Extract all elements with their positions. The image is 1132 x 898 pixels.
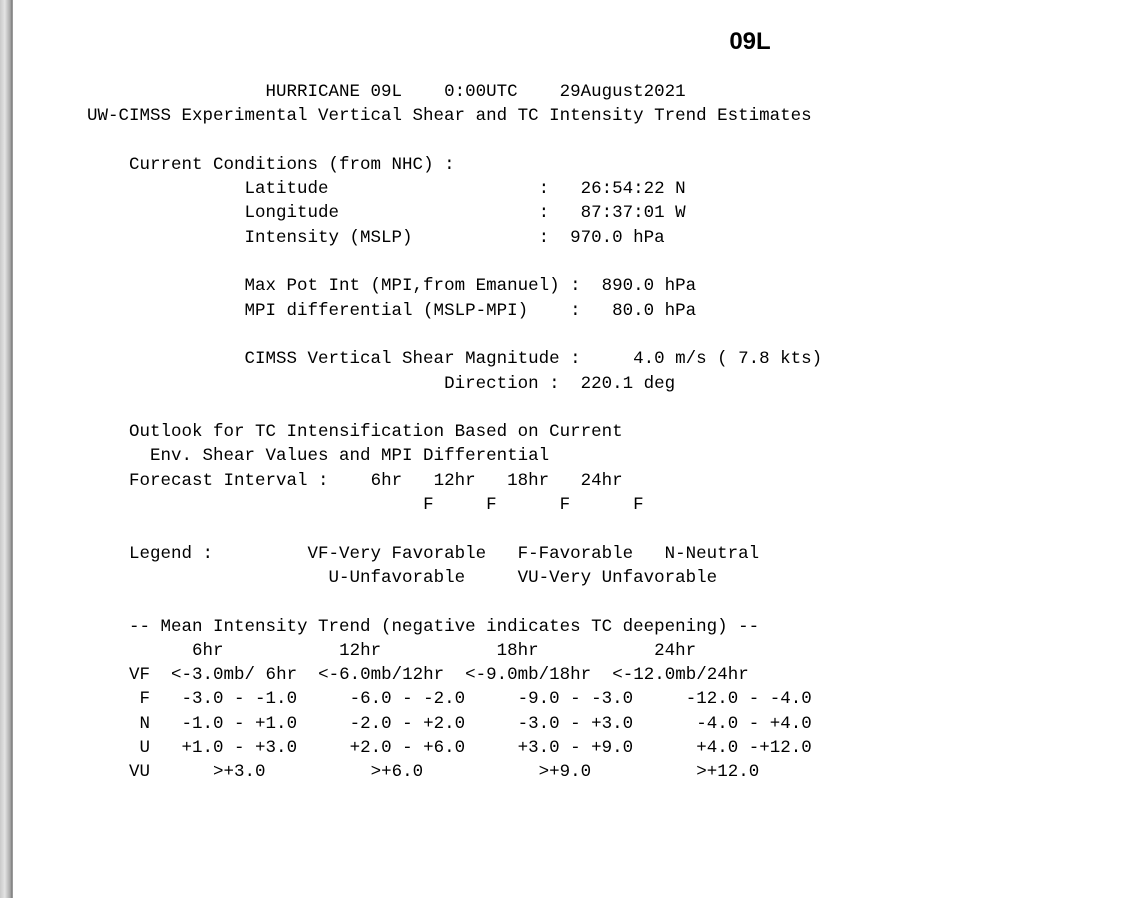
trend-row-u-category: U — [139, 738, 151, 759]
report-time: 0:00UTC — [444, 82, 518, 102]
trend-cell: -2.0 - +2.0 — [349, 713, 466, 734]
rating-24hr: F — [633, 495, 644, 516]
trend-cell: -6.0 - -2.0 — [349, 689, 466, 710]
trend-cell: <-9.0mb/18hr — [465, 665, 592, 686]
trend-cell: >+3.0 — [213, 762, 266, 783]
trend-cell: +3.0 - +9.0 — [517, 738, 634, 759]
shear-label: CIMSS Vertical Shear Magnitude — [244, 349, 560, 370]
report-subtitle: UW-CIMSS Experimental Vertical Shear and… — [87, 106, 812, 127]
legend-u: U-Unfavorable — [328, 567, 466, 588]
conditions-header: Current Conditions (from NHC) : — [129, 154, 455, 175]
trend-col-18hr: 18hr — [496, 640, 539, 661]
latitude-value: 26:54:22 N — [580, 179, 686, 200]
outlook-line2: Env. Shear Values and MPI Differential — [150, 446, 550, 467]
legend-label: Legend : — [129, 543, 214, 564]
forecast-interval-label: Forecast Interval : — [129, 470, 329, 491]
window-frame-edge — [12, 0, 13, 898]
trend-cell: +4.0 -+12.0 — [696, 738, 812, 759]
longitude-label: Longitude — [244, 203, 340, 224]
direction-label: Direction — [444, 373, 539, 394]
interval-18hr: 18hr — [507, 470, 550, 491]
mpi-value: 890.0 hPa — [601, 276, 697, 297]
legend-n: N-Neutral — [664, 543, 760, 564]
trend-header: -- Mean Intensity Trend (negative indica… — [129, 616, 760, 637]
trend-cell: -9.0 - -3.0 — [517, 689, 634, 710]
mpi-label: Max Pot Int (MPI,from Emanuel) — [244, 276, 560, 297]
window-left-frame — [0, 0, 12, 898]
mpi-diff-label: MPI differential (MSLP-MPI) — [244, 300, 529, 321]
intensity-label: Intensity (MSLP) — [244, 227, 413, 248]
report-text: HURRICANE 09L 0:00UTC 29August2021 UW-CI… — [87, 82, 823, 783]
trend-col-12hr: 12hr — [339, 640, 382, 661]
outlook-line1: Outlook for TC Intensification Based on … — [129, 422, 623, 443]
interval-6hr: 6hr — [370, 470, 403, 491]
trend-cell: >+9.0 — [538, 762, 592, 783]
legend-vu: VU-Very Unfavorable — [517, 567, 718, 588]
page-heading: 09L — [729, 28, 771, 55]
trend-row-n-category: N — [139, 713, 151, 734]
interval-12hr: 12hr — [433, 470, 476, 491]
report-date: 29August2021 — [559, 82, 686, 102]
rating-18hr: F — [559, 495, 571, 516]
rating-6hr: F — [423, 495, 434, 516]
storm-name: HURRICANE 09L — [265, 82, 403, 102]
trend-row-vu-category: VU — [129, 762, 151, 783]
trend-cell: -12.0 - -4.0 — [685, 689, 812, 710]
trend-row-f-category: F — [139, 689, 151, 710]
trend-cell: -3.0 - +3.0 — [517, 713, 634, 734]
trend-cell: +2.0 - +6.0 — [349, 738, 466, 759]
rating-12hr: F — [486, 495, 497, 516]
trend-cell: <-3.0mb/ 6hr — [171, 665, 298, 686]
interval-24hr: 24hr — [580, 470, 623, 491]
trend-cell: >+12.0 — [696, 762, 760, 783]
trend-cell: <-12.0mb/24hr — [612, 665, 749, 686]
trend-cell: -3.0 - -1.0 — [181, 689, 298, 710]
latitude-label: Latitude — [244, 179, 329, 200]
shear-value: 4.0 m/s ( 7.8 kts) — [633, 349, 823, 370]
trend-cell: -4.0 - +4.0 — [696, 713, 812, 734]
intensity-value: 970.0 hPa — [570, 227, 665, 248]
trend-cell: -1.0 - +1.0 — [181, 713, 298, 734]
trend-cell: +1.0 - +3.0 — [181, 738, 298, 759]
mpi-diff-value: 80.0 hPa — [612, 300, 697, 321]
direction-value: 220.1 deg — [580, 373, 676, 394]
trend-col-24hr: 24hr — [654, 640, 697, 661]
trend-cell: <-6.0mb/12hr — [318, 665, 445, 686]
legend-vf: VF-Very Favorable — [307, 543, 487, 564]
longitude-value: 87:37:01 W — [580, 203, 686, 224]
trend-cell: >+6.0 — [370, 762, 424, 783]
trend-col-6hr: 6hr — [192, 640, 224, 661]
trend-row-vf-category: VF — [129, 665, 151, 686]
legend-f: F-Favorable — [517, 543, 634, 564]
